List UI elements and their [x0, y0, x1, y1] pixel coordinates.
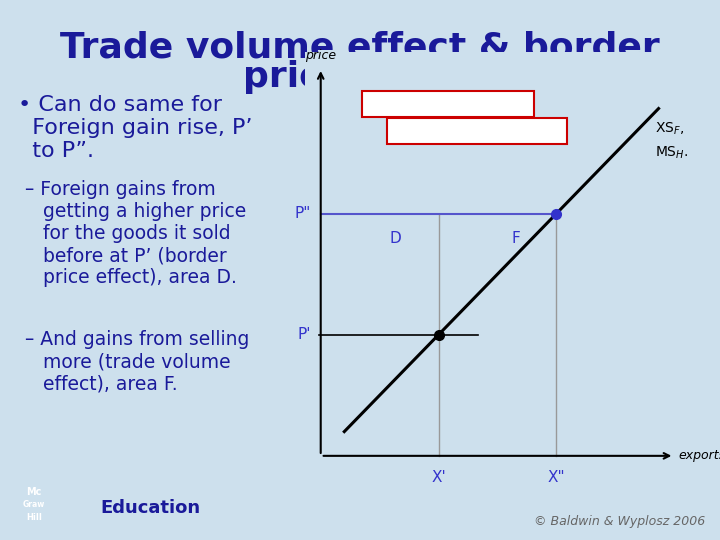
- Text: price effect: price effect: [243, 60, 477, 94]
- Text: P': P': [298, 327, 311, 342]
- Text: exports: exports: [678, 449, 720, 462]
- Text: © Baldwin & Wyplosz 2006: © Baldwin & Wyplosz 2006: [534, 515, 705, 528]
- Text: X": X": [548, 470, 565, 485]
- Text: XS$_{F}$,: XS$_{F}$,: [654, 120, 684, 137]
- Text: D: D: [390, 231, 401, 246]
- Text: Graw: Graw: [23, 500, 45, 509]
- Text: • Can do same for
  Foreign gain rise, P’
  to P”.: • Can do same for Foreign gain rise, P’ …: [18, 95, 253, 161]
- Text: Hill: Hill: [26, 513, 42, 522]
- Text: Education: Education: [100, 499, 200, 517]
- Text: P": P": [295, 206, 311, 221]
- Text: MS$_{H}$.: MS$_{H}$.: [654, 145, 688, 161]
- Text: X': X': [431, 470, 446, 485]
- Text: Trade volume effect: Trade volume effect: [400, 124, 554, 138]
- Text: F: F: [511, 231, 520, 246]
- Text: – Foreign gains from
   getting a higher price
   for the goods it sold
   befor: – Foreign gains from getting a higher pr…: [25, 180, 246, 287]
- Text: – And gains from selling
   more (trade volume
   effect), area F.: – And gains from selling more (trade vol…: [25, 330, 249, 393]
- Text: Trade volume effect & border: Trade volume effect & border: [60, 30, 660, 64]
- Text: Mc: Mc: [27, 487, 42, 496]
- Text: price: price: [305, 49, 336, 62]
- Text: Border price effect: Border price effect: [377, 97, 521, 111]
